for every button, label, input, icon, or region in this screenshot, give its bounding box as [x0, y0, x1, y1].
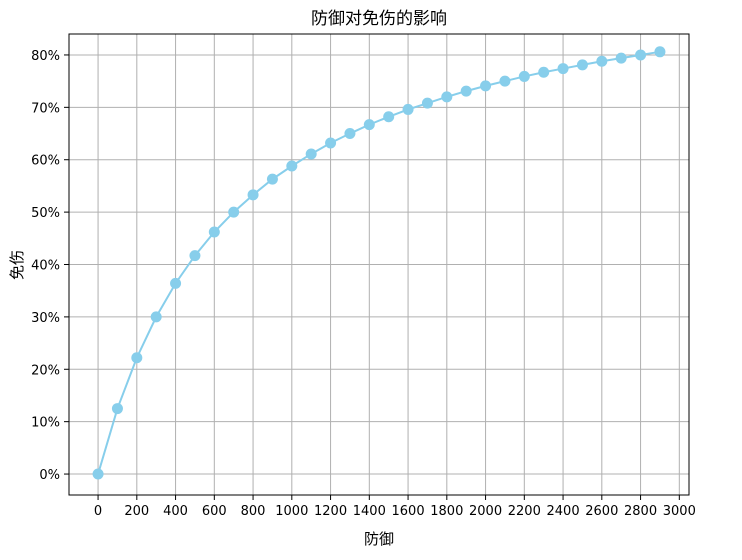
data-point [150, 311, 162, 323]
x-tick-label: 1400 [353, 504, 386, 519]
data-point [615, 52, 627, 64]
x-tick-label: 400 [163, 504, 188, 519]
y-tick-label: 20% [31, 363, 60, 378]
data-point [247, 189, 259, 201]
x-axis-title: 防御 [364, 530, 394, 548]
grid [69, 34, 689, 495]
x-tick-label: 800 [241, 504, 266, 519]
series-line [97, 50, 661, 475]
x-axis: 0 200 400 600 800 1000 1200 1400 1600 1800 2000 220… [94, 495, 696, 519]
data-point [421, 97, 433, 109]
x-tick-label: 1800 [430, 504, 463, 519]
y-axis-title: 免伤 [8, 250, 26, 280]
data-point [92, 468, 104, 480]
data-point [208, 226, 220, 238]
y-tick-label: 60% [31, 154, 60, 169]
data-point [402, 103, 414, 115]
data-point [266, 173, 278, 185]
x-tick-label: 0 [94, 504, 102, 519]
data-point [635, 49, 647, 61]
x-tick-label: 2400 [547, 504, 580, 519]
x-tick-label: 200 [124, 504, 149, 519]
data-point [170, 277, 182, 289]
data-point [460, 85, 472, 97]
x-tick-label: 3000 [663, 504, 696, 519]
data-point [538, 66, 550, 78]
x-tick-label: 2200 [508, 504, 541, 519]
data-point [576, 59, 588, 71]
chart-title: 防御对免伤的影响 [311, 9, 447, 29]
y-tick-label: 30% [31, 311, 60, 326]
y-tick-label: 70% [31, 101, 60, 116]
x-tick-label: 600 [202, 504, 227, 519]
data-point [111, 403, 123, 415]
x-tick-label: 2000 [469, 504, 502, 519]
data-point [557, 63, 569, 75]
series-layer [92, 46, 666, 480]
data-point [654, 46, 666, 58]
y-axis: 0% 10% 20% 30% 40% 50% 60% 70% 80% [31, 49, 69, 483]
data-point [131, 352, 143, 364]
x-tick-label: 2600 [585, 504, 618, 519]
data-point [325, 137, 337, 149]
data-point [480, 80, 492, 92]
data-point [499, 75, 511, 87]
data-point [518, 70, 530, 82]
x-tick-label: 2800 [624, 504, 657, 519]
x-tick-label: 1200 [314, 504, 347, 519]
data-point [189, 250, 201, 262]
data-point [383, 111, 395, 123]
data-point [344, 128, 356, 140]
x-tick-label: 1000 [275, 504, 308, 519]
data-point [305, 148, 317, 160]
y-tick-label: 80% [31, 49, 60, 64]
data-point [228, 206, 240, 218]
y-tick-label: 10% [31, 416, 60, 431]
data-point [363, 119, 375, 131]
data-point [596, 55, 608, 67]
y-tick-label: 50% [31, 206, 60, 221]
y-tick-label: 40% [31, 259, 60, 274]
x-tick-label: 1600 [392, 504, 425, 519]
data-point [286, 160, 298, 172]
y-tick-label: 0% [39, 468, 60, 483]
data-point [441, 91, 453, 103]
